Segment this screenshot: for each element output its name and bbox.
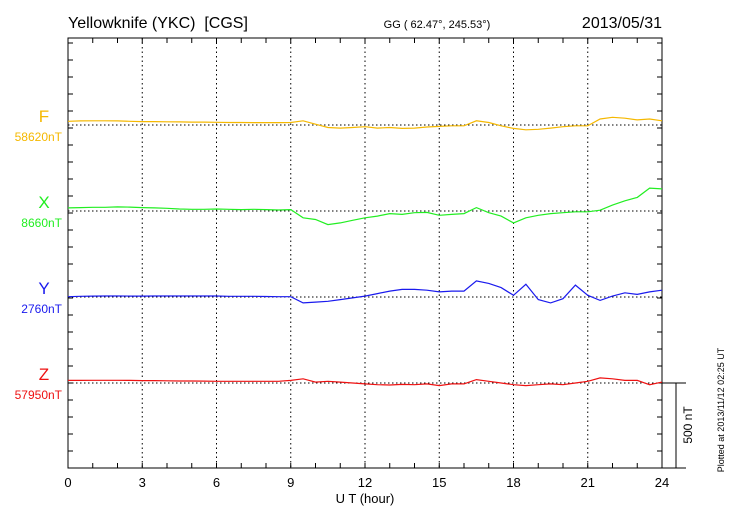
series-line-z bbox=[68, 377, 663, 387]
chart-date: 2013/05/31 bbox=[582, 15, 662, 32]
x-tick-label: 6 bbox=[213, 475, 220, 490]
x-tick-label: 15 bbox=[432, 475, 446, 490]
scale-bar-label: 500 nT bbox=[681, 406, 695, 444]
plotted-at-footer: Plotted at 2013/11/12 02:25 UT bbox=[716, 347, 726, 472]
series-label-y: Y bbox=[38, 279, 49, 298]
x-tick-label: 9 bbox=[287, 475, 294, 490]
series-baseline-z: 57950nT bbox=[15, 388, 63, 402]
series-baseline-y: 2760nT bbox=[21, 302, 62, 316]
series-label-f: F bbox=[39, 107, 49, 126]
x-tick-label: 12 bbox=[358, 475, 372, 490]
chart-title: Yellowknife (YKC) [CGS] bbox=[68, 15, 248, 32]
x-tick-label: 24 bbox=[655, 475, 669, 490]
x-tick-label: 0 bbox=[64, 475, 71, 490]
series-label-z: Z bbox=[39, 365, 49, 384]
series-line-x bbox=[67, 187, 663, 226]
series-label-x: X bbox=[38, 193, 49, 212]
series-line-f bbox=[67, 116, 663, 131]
series-baseline-f: 58620nT bbox=[15, 130, 63, 144]
x-tick-label: 18 bbox=[506, 475, 520, 490]
x-axis-label: U T (hour) bbox=[336, 491, 395, 506]
series-baseline-x: 8660nT bbox=[21, 216, 62, 230]
x-tick-label: 3 bbox=[139, 475, 146, 490]
series-line-y bbox=[67, 280, 663, 304]
x-tick-label: 21 bbox=[581, 475, 595, 490]
station-coordinates: GG ( 62.47°, 245.53°) bbox=[384, 19, 491, 31]
